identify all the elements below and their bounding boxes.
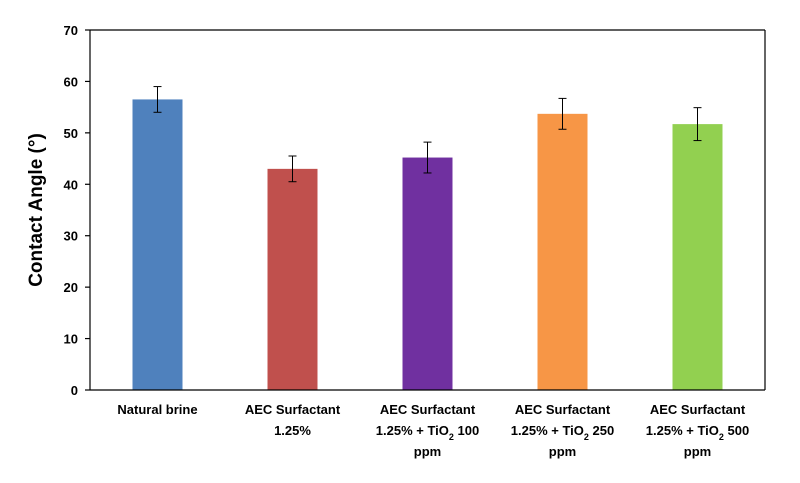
y-tick-label: 20 [64, 280, 78, 295]
y-tick-label: 0 [71, 383, 78, 398]
x-labels-group: Natural brine AEC Surfactant 1.25% AEC Surf… [117, 402, 749, 459]
y-tick-label: 40 [64, 177, 78, 192]
y-axis-title: Contact Angle (°) [26, 133, 47, 287]
x-category-label: AEC Surfactant 1.25% + TiO2 500 ppm [646, 402, 749, 459]
x-category-label: AEC Surfactant 1.25% + TiO2 100 ppm [376, 402, 479, 459]
y-tick-label: 30 [64, 229, 78, 244]
axes-group [89, 29, 766, 391]
bar [672, 124, 723, 390]
y-tick-label: 60 [64, 74, 78, 89]
x-category-label: AEC Surfactant 1.25% [245, 402, 341, 438]
y-ticks-group: 0 10 20 30 40 50 60 70 [64, 23, 90, 398]
x-category-label: Natural brine [117, 402, 197, 417]
y-tick-label: 10 [64, 332, 78, 347]
bars-group [132, 99, 723, 390]
bar [537, 113, 588, 390]
error-bars-group [153, 86, 702, 183]
bar [132, 99, 183, 390]
x-category-label: AEC Surfactant 1.25% + TiO2 250 ppm [511, 402, 614, 459]
y-tick-label: 50 [64, 126, 78, 141]
bar [267, 168, 318, 390]
y-tick-label: 70 [64, 23, 78, 38]
bar [402, 157, 453, 390]
